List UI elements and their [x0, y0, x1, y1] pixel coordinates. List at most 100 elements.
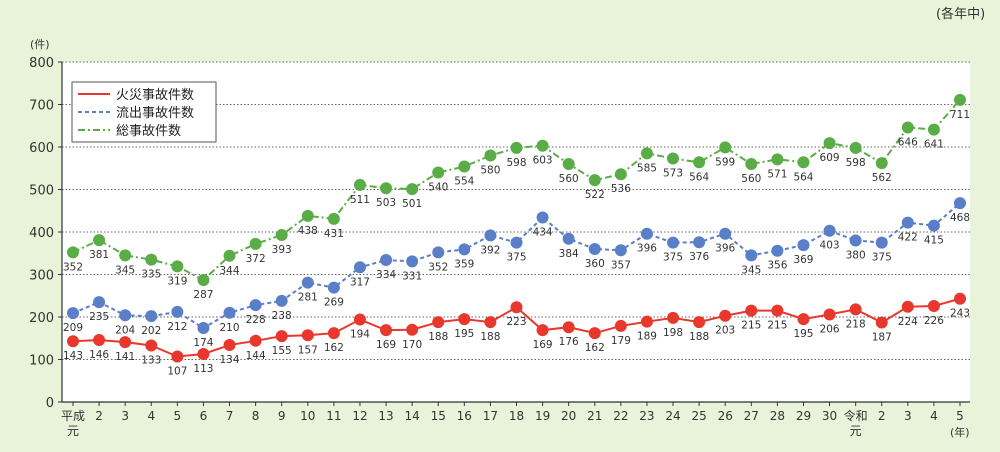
point-s1-24: [693, 236, 706, 249]
data-label-s1-19: 384: [559, 248, 579, 260]
series-group: [67, 93, 966, 363]
point-s2-20: [588, 174, 601, 187]
point-s1-1: [93, 296, 106, 309]
data-label-s1-8: 238: [272, 310, 292, 322]
point-s2-33: [927, 123, 940, 136]
data-label-s0-29: 206: [820, 323, 840, 335]
x-tick-label-30: 令和: [844, 408, 868, 423]
point-s1-11: [353, 261, 366, 274]
y-tick-label-100: 100: [29, 354, 54, 369]
x-tick-label-29: 30: [822, 409, 837, 423]
data-label-s2-28: 564: [793, 171, 813, 183]
data-label-s1-23: 375: [663, 252, 683, 264]
data-label-s0-12: 169: [376, 339, 396, 351]
point-s0-13: [406, 323, 419, 336]
x-tick-label-7: 8: [252, 409, 260, 423]
data-label-s2-12: 503: [376, 197, 396, 209]
data-label-s1-6: 210: [220, 322, 240, 334]
point-s2-22: [640, 147, 653, 160]
y-tick-label-300: 300: [29, 269, 54, 284]
y-tick-label-500: 500: [29, 184, 54, 199]
data-label-s1-0: 209: [63, 322, 83, 334]
data-label-s0-16: 188: [480, 331, 500, 343]
data-label-s0-18: 169: [533, 339, 553, 351]
x-tick-label-8: 9: [278, 409, 286, 423]
data-label-s2-20: 522: [585, 189, 605, 201]
x-tick-label-0-b: 元: [67, 424, 79, 438]
point-s2-32: [901, 121, 914, 134]
data-label-s1-26: 345: [741, 264, 761, 276]
data-label-s0-34: 243: [950, 308, 970, 320]
data-label-s2-1: 381: [89, 249, 109, 261]
point-s2-13: [406, 183, 419, 196]
data-label-s2-7: 372: [246, 253, 266, 265]
x-tick-label-23: 24: [665, 409, 680, 423]
data-label-s1-4: 212: [167, 321, 187, 333]
data-label-s2-11: 511: [350, 194, 370, 206]
point-s0-8: [275, 330, 288, 343]
x-tick-label-32: 3: [904, 409, 912, 423]
y-tick-label-200: 200: [29, 311, 54, 326]
point-s1-31: [875, 236, 888, 249]
point-s2-21: [614, 168, 627, 181]
point-s2-3: [145, 253, 158, 266]
data-label-s1-13: 331: [402, 270, 422, 282]
point-s2-0: [67, 246, 79, 259]
data-label-s0-1: 146: [89, 349, 109, 361]
point-s0-20: [588, 327, 601, 340]
point-s1-14: [432, 246, 445, 259]
data-label-s2-19: 560: [559, 173, 579, 185]
data-label-s0-25: 203: [715, 325, 735, 337]
data-label-s0-33: 226: [924, 315, 944, 327]
data-label-s1-18: 434: [533, 227, 553, 239]
point-s2-9: [301, 209, 314, 222]
data-label-s2-13: 501: [402, 198, 422, 210]
point-s2-30: [849, 141, 862, 154]
x-tick-label-12: 13: [378, 409, 393, 423]
data-label-s2-9: 438: [298, 225, 318, 237]
data-label-s1-5: 174: [193, 337, 213, 349]
point-s2-34: [954, 93, 966, 106]
legend-label-1: 流出事故件数: [116, 106, 194, 121]
data-label-s2-32: 646: [898, 136, 918, 148]
x-tick-label-18: 19: [535, 409, 550, 423]
point-s1-8: [275, 294, 288, 307]
data-label-s1-1: 235: [89, 311, 109, 323]
point-s0-0: [67, 335, 79, 348]
y-axis-ticks: 0 100 200 300 400 500 600 700 800: [29, 56, 62, 411]
point-s0-19: [562, 321, 575, 334]
data-label-s0-31: 187: [872, 332, 892, 344]
data-label-s1-34: 468: [950, 212, 970, 224]
data-label-s1-12: 334: [376, 269, 396, 281]
data-label-s1-15: 359: [454, 258, 474, 270]
point-s1-26: [745, 249, 758, 262]
point-s2-1: [93, 234, 106, 247]
point-s0-6: [223, 339, 236, 352]
data-label-s0-17: 223: [506, 316, 526, 328]
point-s0-12: [380, 324, 393, 337]
x-tick-label-20: 21: [587, 409, 602, 423]
x-tick-label-0: 平成: [61, 409, 85, 423]
data-label-s1-29: 403: [820, 240, 840, 252]
x-tick-label-22: 23: [639, 409, 654, 423]
x-tick-label-21: 22: [613, 409, 628, 423]
data-label-s1-33: 415: [924, 235, 944, 247]
point-s1-25: [719, 227, 732, 240]
data-label-s0-7: 144: [246, 350, 266, 362]
point-s1-12: [380, 254, 393, 267]
point-s2-18: [536, 139, 549, 152]
data-label-s0-20: 162: [585, 342, 605, 354]
point-s0-16: [484, 316, 497, 329]
data-label-s1-31: 375: [872, 252, 892, 264]
point-s1-16: [484, 229, 497, 242]
data-label-s1-21: 357: [611, 259, 631, 271]
point-s2-25: [719, 141, 732, 154]
data-label-s0-9: 157: [298, 344, 318, 356]
x-tick-label-16: 17: [483, 409, 498, 423]
point-s2-26: [745, 158, 758, 170]
legend-label-0: 火災事故件数: [116, 88, 194, 103]
data-label-s0-24: 188: [689, 331, 709, 343]
data-label-s1-27: 356: [767, 260, 787, 272]
data-label-s0-13: 170: [402, 339, 422, 351]
